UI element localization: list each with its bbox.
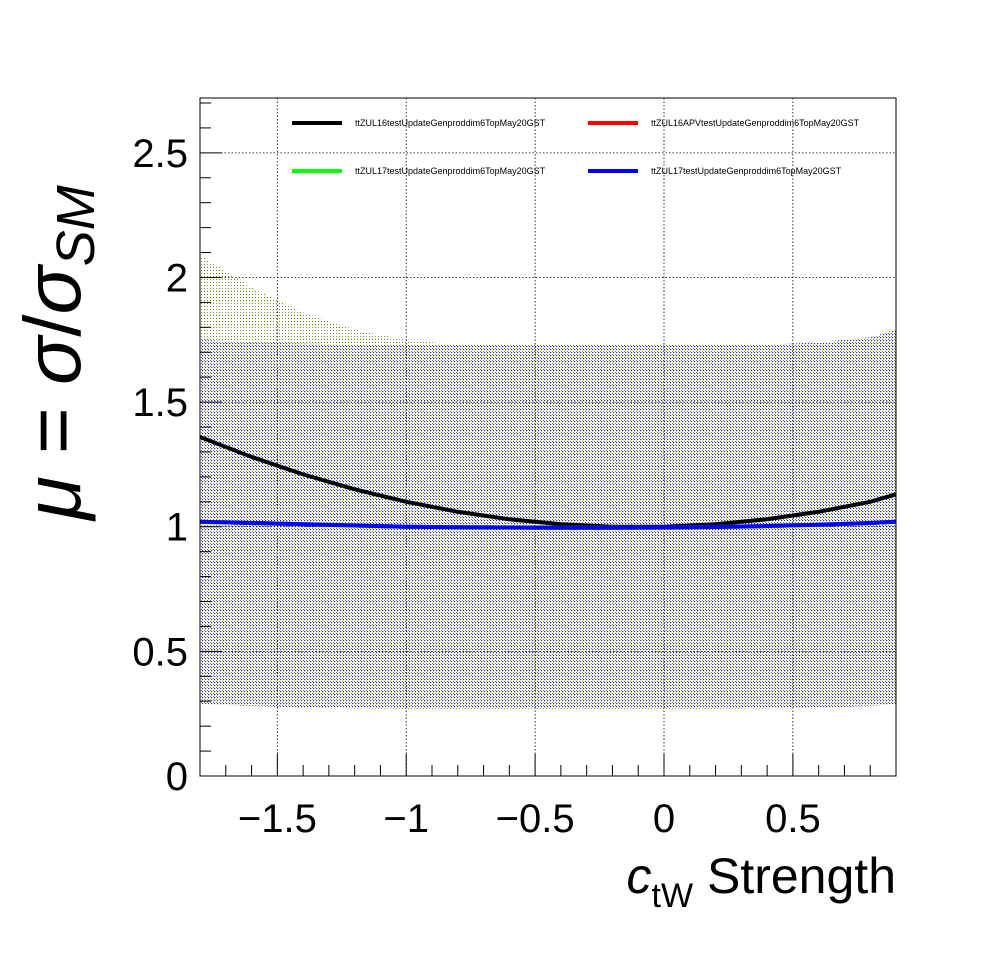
series-lines (200, 435, 896, 530)
tick-labels: −1.5 −1 −0.5 0 0.5 0 0.5 1 1.5 2 2.5 (132, 132, 820, 841)
y-tick-label-0: 0 (166, 755, 188, 799)
legend-label-3: ttZUL17testUpdateGenproddim6TopMay20GST (651, 166, 842, 176)
x-axis-label-sub: tW (652, 877, 694, 915)
x-tick-label-0: −1.5 (238, 797, 317, 841)
y-tick-label-5: 2.5 (132, 132, 188, 176)
legend-label-2: ttZUL17testUpdateGenproddim6TopMay20GST (355, 166, 546, 176)
axis-ticks (199, 102, 897, 777)
legend-label-0: ttZUL16testUpdateGenproddim6TopMay20GST (355, 118, 546, 128)
y-tick-label-4: 2 (166, 256, 188, 300)
x-axis-label-var: c (627, 848, 652, 904)
y-tick-label-1: 0.5 (132, 630, 188, 674)
series-line-3 (200, 519, 896, 530)
x-tick-label-1: −1 (383, 797, 429, 841)
y-tick-label-2: 1 (166, 506, 188, 550)
x-axis-label: ctW Strength (627, 848, 896, 915)
x-tick-label-3: 0 (653, 797, 675, 841)
plot-frame (199, 97, 897, 777)
y-axis-label-sub: SM (46, 185, 106, 266)
x-tick-label-2: −0.5 (496, 797, 575, 841)
uncertainty-band-1 (200, 329, 896, 709)
y-axis-label-eq: = (8, 385, 97, 476)
y-axis-label: μ = σ/σSM (8, 185, 106, 522)
y-tick-label-3: 1.5 (132, 381, 188, 425)
y-axis-label-mu: μ (8, 476, 97, 522)
x-axis-label-rest: Strength (693, 848, 896, 904)
y-axis-label-sigma: σ (8, 334, 97, 385)
x-tick-label-4: 0.5 (765, 797, 821, 841)
uncertainty-bands (200, 255, 896, 709)
y-axis-label-sigma-sm: σ (8, 264, 97, 315)
y-axis-label-slash: / (8, 314, 97, 337)
series-line-0 (200, 435, 896, 529)
legend: ttZUL16testUpdateGenproddim6TopMay20GST t… (292, 118, 860, 176)
legend-label-1: ttZUL16APVtestUpdateGenproddim6TopMay20G… (651, 118, 860, 128)
